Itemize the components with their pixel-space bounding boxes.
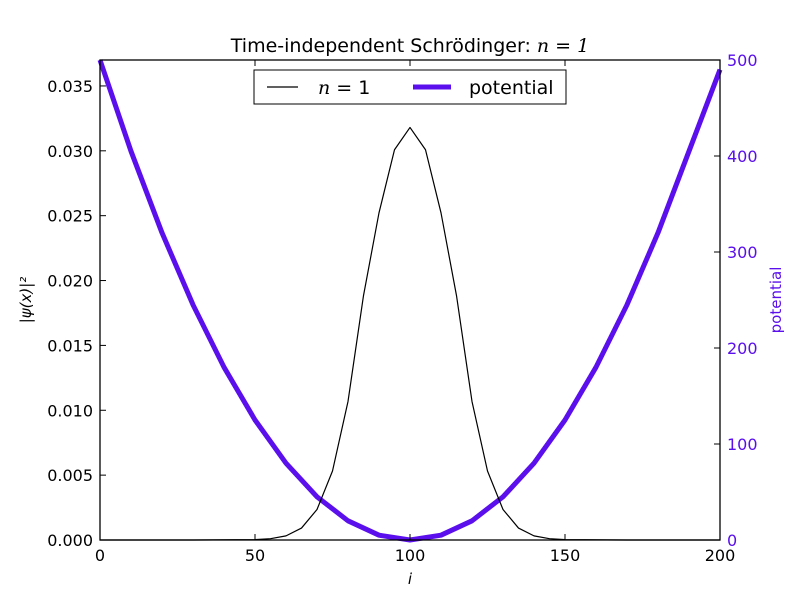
x-axis-label: i (408, 570, 413, 588)
y-axis-label-left: |ψ(x)|² (17, 277, 35, 324)
y-right-tick-label: 300 (727, 243, 758, 262)
series-line-psi (100, 126, 720, 541)
x-tick-label: 150 (550, 546, 581, 565)
x-tick-label: 200 (705, 546, 736, 565)
legend-box (253, 69, 567, 105)
y-left-tick-label: 0.010 (47, 401, 93, 420)
x-tick-label: 50 (245, 546, 265, 565)
y-left-tick-label: 0.035 (47, 77, 93, 96)
y-left-tick-label: 0.015 (47, 336, 93, 355)
y-left-tick-label: 0.020 (47, 272, 93, 291)
legend: n = 1 potential (253, 69, 567, 105)
y-right-tick-label: 400 (727, 147, 758, 166)
legend-label-potential: potential (469, 77, 554, 99)
x-tick-label: 100 (395, 546, 426, 565)
x-tick-label: 0 (95, 546, 105, 565)
y-left-tick-label: 0.000 (47, 531, 93, 550)
y-left-tick-label: 0.025 (47, 207, 93, 226)
y-right-tick-label: 0 (727, 531, 737, 550)
chart-title: Time-independent Schrödinger: n = 1 (230, 35, 589, 57)
plot-area (100, 60, 720, 540)
legend-label-psi: n = 1 (318, 77, 370, 99)
y-left-tick-label: 0.005 (47, 466, 93, 485)
y-left-tick-label: 0.030 (47, 142, 93, 161)
y-right-tick-label: 100 (727, 435, 758, 454)
y-right-tick-label: 500 (727, 51, 758, 70)
y-right-tick-label: 200 (727, 339, 758, 358)
ticks-layer: 0 50 100 150 200 0.000 0.005 0.010 0.015 0.020 0.0… (47, 51, 757, 565)
y-axis-label-right: potential (767, 267, 785, 334)
